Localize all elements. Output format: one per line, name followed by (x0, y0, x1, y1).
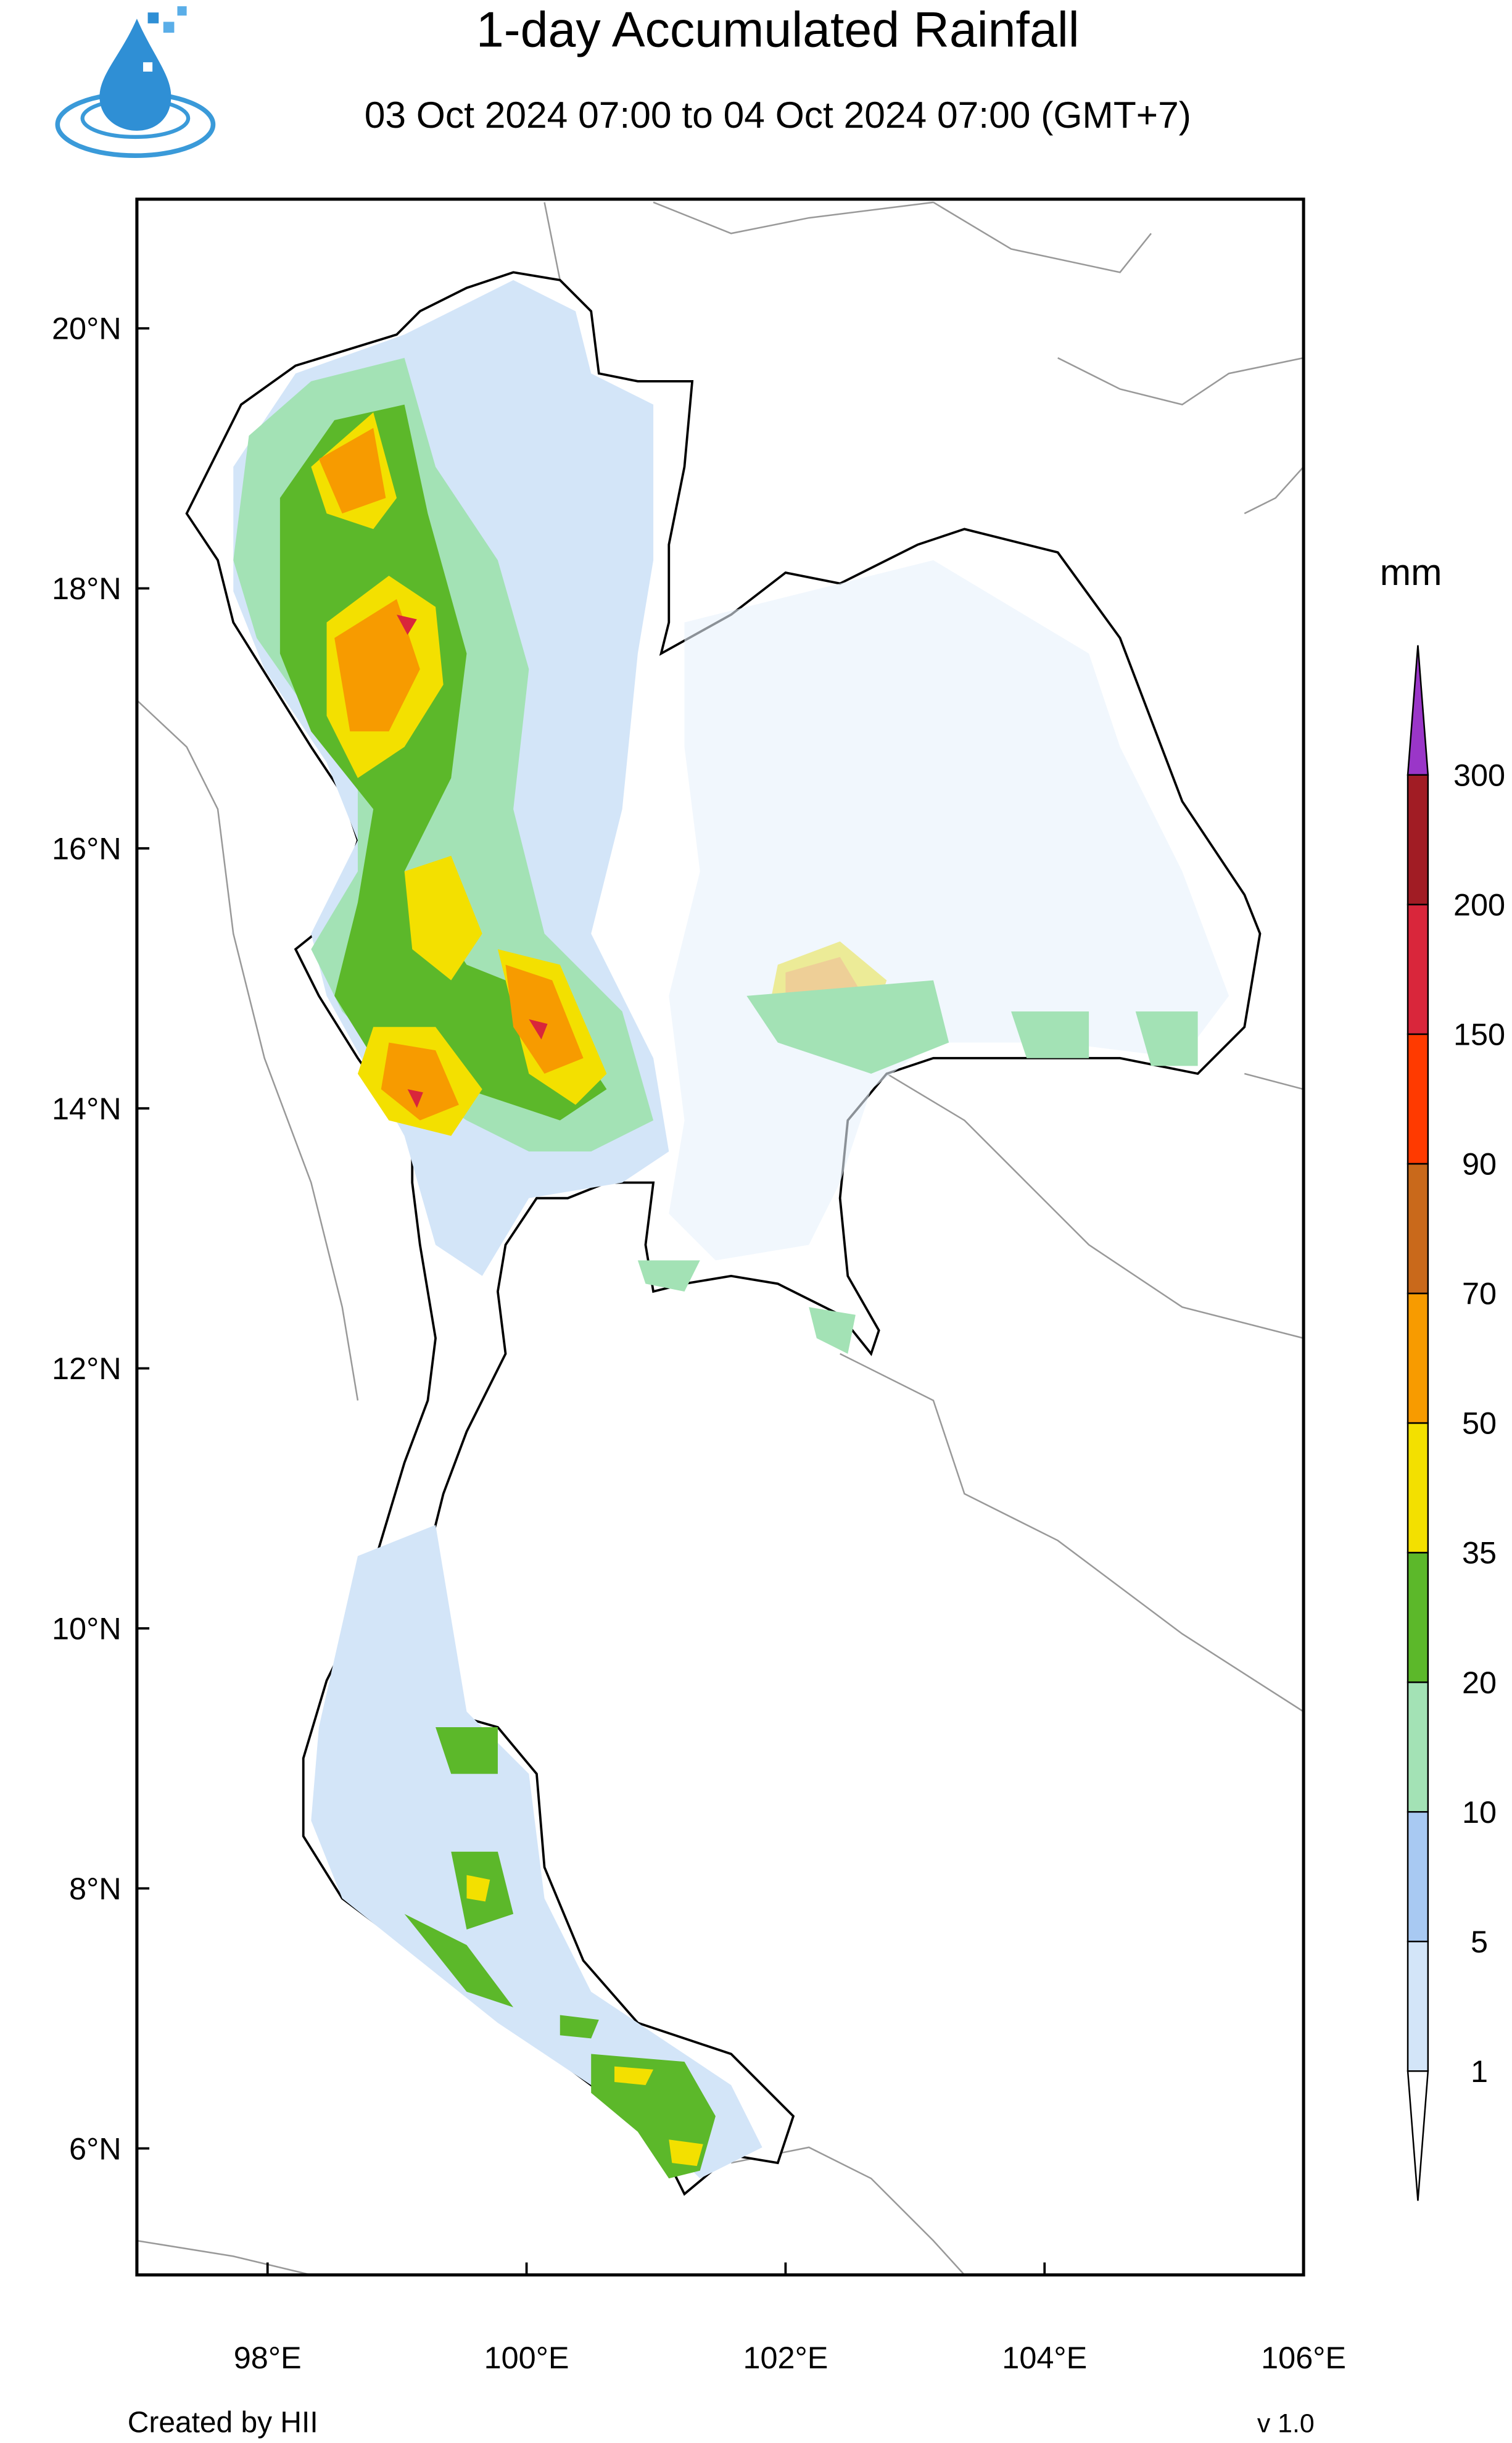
legend-swatch (1407, 1681, 1429, 1813)
legend-label: 50 (1462, 1406, 1497, 1441)
lat-tick-label: 6°N (69, 2131, 122, 2166)
rain-area (669, 560, 1229, 1261)
legend-triangle (1407, 2070, 1429, 2201)
lat-tick-label: 14°N (52, 1091, 122, 1126)
legend-swatch (1407, 903, 1429, 1035)
legend-label: 200 (1453, 887, 1505, 923)
legend-swatch (1407, 1810, 1429, 1943)
legend-label: 70 (1462, 1276, 1497, 1311)
map (136, 201, 1304, 2275)
logo-pixel (155, 40, 167, 52)
legend-swatch (1407, 1163, 1429, 1295)
legend-swatch (1407, 1940, 1429, 2072)
legend-label: 90 (1462, 1147, 1497, 1182)
logo (55, 6, 216, 158)
rain-area (404, 1727, 716, 2179)
rain-area (637, 980, 1198, 1354)
subtitle: 03 Oct 2024 07:00 to 04 Oct 2024 07:00 (… (365, 94, 1191, 136)
legend: 1 5 10 20 35 50 70 90 150 200 300 (1407, 645, 1505, 2201)
rain-area (311, 412, 887, 1136)
lon-tick-label: 102°E (743, 2340, 828, 2375)
legend-label: 35 (1462, 1535, 1497, 1570)
legend-swatch (1407, 1422, 1429, 1554)
rainfall-field (233, 280, 1229, 2179)
legend-unit: mm (1380, 551, 1442, 593)
neighbour-borders (136, 201, 1304, 2275)
title: 1-day Accumulated Rainfall (476, 2, 1080, 58)
lat-tick-label: 18°N (52, 571, 122, 606)
logo-pixel (147, 12, 159, 23)
legend-swatch (1407, 1551, 1429, 1683)
lat-tick-label: 20°N (52, 311, 122, 346)
legend-label: 10 (1462, 1794, 1497, 1830)
logo-pixel (163, 22, 175, 33)
legend-swatch (1407, 774, 1429, 906)
legend-triangle (1407, 645, 1429, 776)
axes: 20°N 18°N 16°N 14°N 12°N 10°N 8°N 6°N 98°E 100°E 1… (52, 311, 1346, 2375)
lat-tick-label: 10°N (52, 1611, 122, 1646)
legend-label: 5 (1471, 1924, 1488, 1959)
lon-tick-label: 100°E (484, 2340, 569, 2375)
lat-tick-label: 16°N (52, 831, 122, 866)
version: v 1.0 (1257, 2408, 1315, 2438)
map-frame (135, 197, 1305, 2277)
lat-tick-label: 12°N (52, 1351, 122, 1386)
legend-swatch (1407, 1033, 1429, 1165)
credit: Created by HII (128, 2406, 318, 2439)
rain-area (311, 1525, 762, 2179)
legend-label: 20 (1462, 1665, 1497, 1700)
lon-tick-label: 98°E (234, 2340, 302, 2375)
lon-tick-label: 104°E (1002, 2340, 1087, 2375)
lon-tick-label: 106°E (1261, 2340, 1346, 2375)
border-line (136, 201, 1304, 2275)
legend-swatch (1407, 1292, 1429, 1424)
rain-area (279, 404, 607, 1121)
legend-label: 1 (1471, 2054, 1488, 2089)
legend-label: 300 (1453, 757, 1505, 792)
logo-pixel (143, 62, 153, 72)
logo-pixel (177, 6, 187, 16)
rain-area (318, 428, 864, 1121)
lat-tick-label: 8°N (69, 1871, 122, 1906)
logo-drop (99, 19, 171, 131)
legend-label: 150 (1453, 1017, 1505, 1052)
